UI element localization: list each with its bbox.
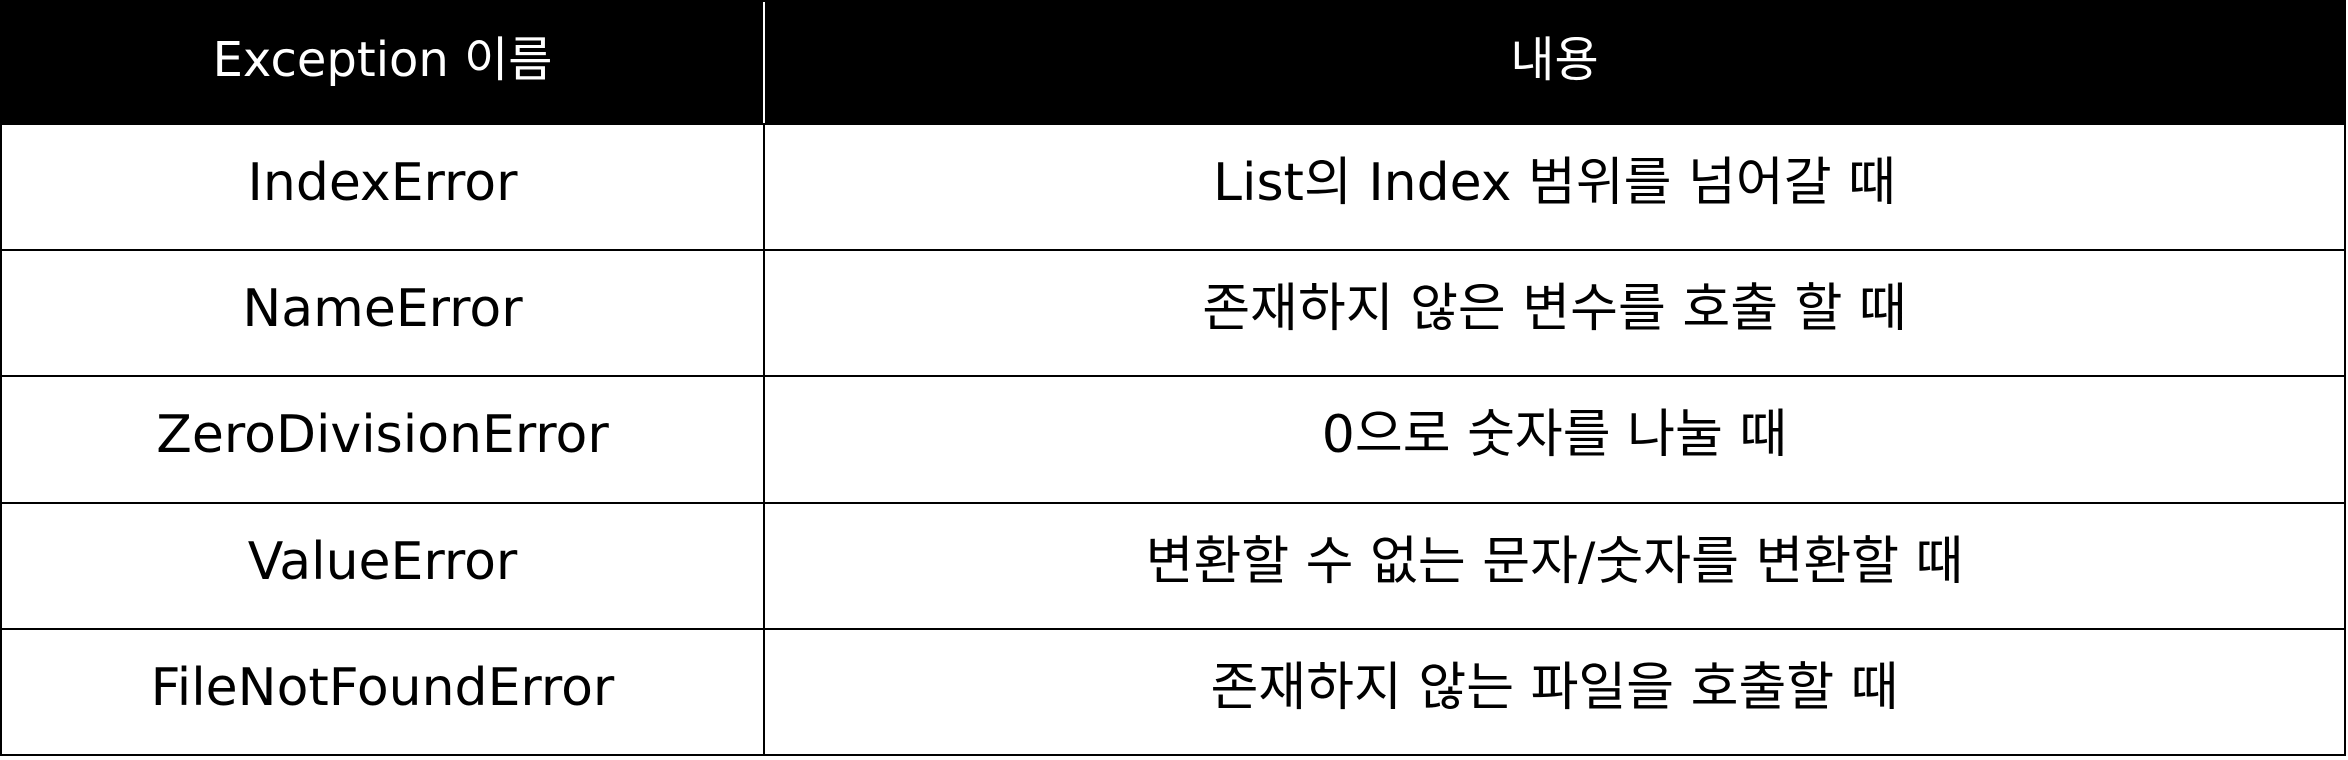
row-4-exception-name: ValueError (2, 501, 765, 628)
row-1-description: List의 Index 범위를 넘어갈 때 (765, 123, 2344, 249)
header-description: 내용 (765, 2, 2344, 123)
row-3-exception-name: ZeroDivisionError (2, 375, 765, 502)
row-3-description: 0으로 숫자를 나눌 때 (765, 375, 2344, 501)
row-2-description: 존재하지 않은 변수를 호출 할 때 (765, 249, 2344, 375)
row-5-exception-name: FileNotFoundError (2, 627, 765, 754)
row-1-exception-name: IndexError (2, 123, 765, 250)
row-4-description: 변환할 수 없는 문자/숫자를 변환할 때 (765, 501, 2344, 628)
header-exception-name: Exception 이름 (2, 2, 765, 123)
row-5-description: 존재하지 않는 파일을 호출할 때 (765, 627, 2344, 754)
row-2-exception-name: NameError (2, 249, 765, 376)
